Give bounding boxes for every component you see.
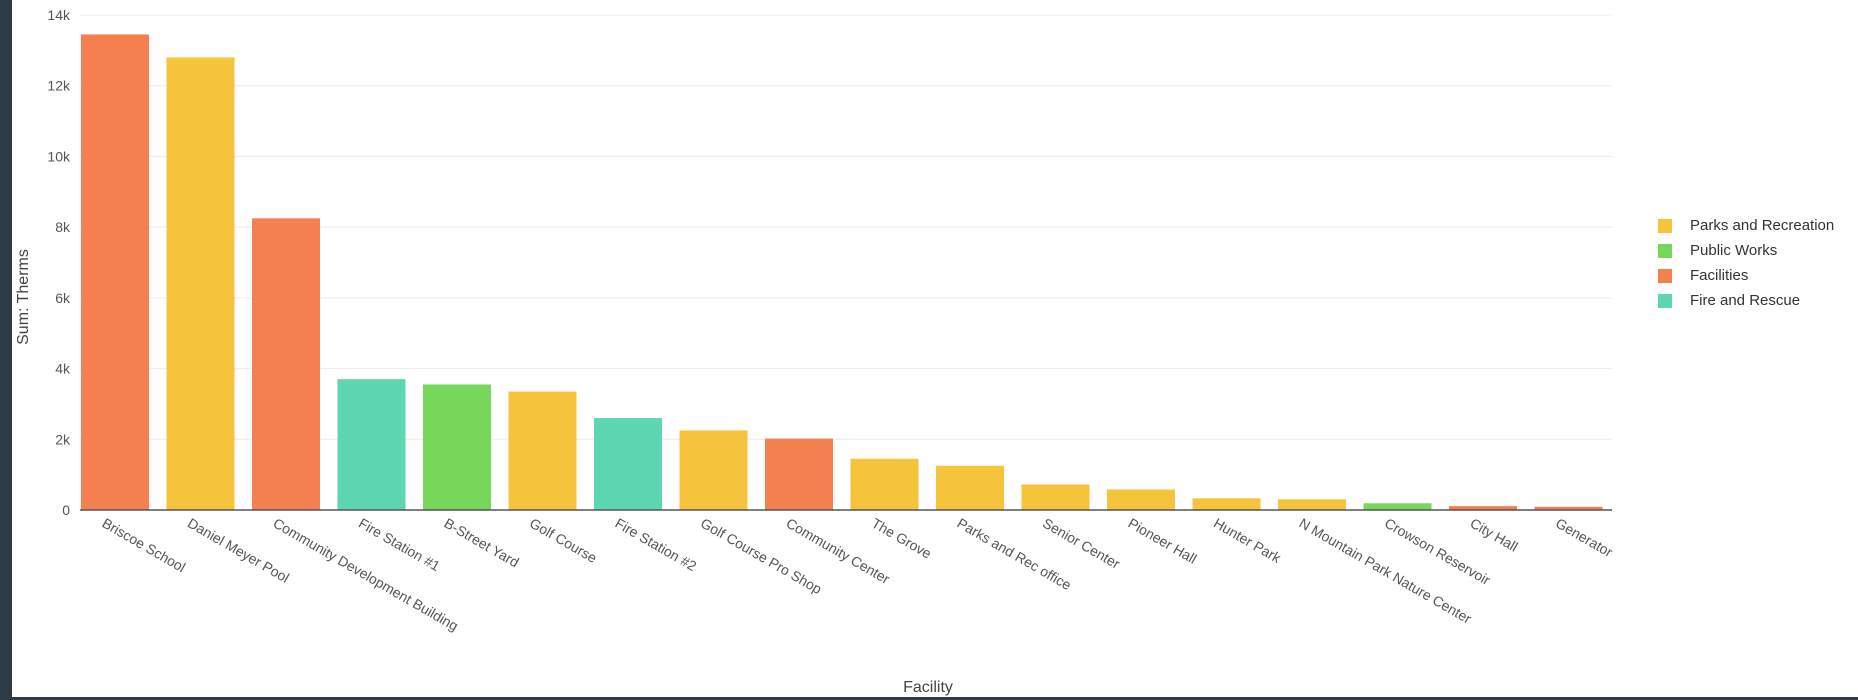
bar[interactable] — [850, 458, 919, 510]
window-left-edge — [0, 0, 12, 700]
gridlines — [80, 14, 1612, 440]
legend-item[interactable]: Parks and Recreation — [1658, 213, 1834, 238]
bar[interactable] — [337, 379, 406, 510]
bar[interactable] — [1449, 506, 1517, 510]
x-tick-label: The Grove — [869, 515, 934, 562]
x-tick-label: Pioneer Hall — [1126, 515, 1200, 567]
bar[interactable] — [765, 438, 833, 510]
y-tick-label: 10k — [47, 148, 71, 164]
bar[interactable] — [936, 465, 1004, 510]
y-tick-label: 8k — [55, 219, 71, 235]
y-tick-label: 14k — [47, 7, 71, 23]
bar[interactable] — [679, 430, 748, 510]
bar[interactable] — [508, 391, 577, 510]
legend-item[interactable]: Facilities — [1658, 263, 1834, 288]
legend-label: Parks and Recreation — [1690, 217, 1835, 234]
x-tick-label: N Mountain Park Nature Center — [1297, 515, 1475, 627]
x-tick-label: Hunter Park — [1211, 515, 1285, 567]
bar[interactable] — [166, 57, 235, 511]
bar[interactable] — [1278, 499, 1346, 510]
bar[interactable] — [1192, 498, 1261, 510]
y-tick-label: 0 — [62, 502, 70, 518]
legend-item[interactable]: Fire and Rescue — [1658, 288, 1834, 313]
y-axis-ticks: 0 2k 4k 6k 8k 10k 12k 14k — [47, 7, 71, 518]
bars — [81, 34, 1603, 511]
bar[interactable] — [252, 218, 320, 510]
bar[interactable] — [1534, 506, 1603, 510]
legend-item[interactable]: Public Works — [1658, 238, 1834, 263]
window-bottom-edge — [0, 697, 1858, 700]
legend-swatch — [1658, 218, 1672, 233]
x-tick-label: Generator — [1553, 515, 1616, 561]
y-tick-label: 12k — [47, 78, 71, 94]
legend-swatch — [1658, 268, 1672, 283]
bar[interactable] — [423, 384, 491, 510]
x-tick-label: Fire Station #1 — [356, 515, 443, 574]
bar-chart: 0 2k 4k 6k 8k 10k 12k 14k Briscoe SchoolDaniel … — [15, 7, 1616, 696]
legend-swatch — [1658, 243, 1672, 258]
y-axis-title: Sum: Therms — [15, 249, 32, 345]
x-tick-label: Senior Center — [1040, 515, 1123, 572]
y-tick-label: 4k — [55, 361, 71, 377]
bar[interactable] — [81, 34, 149, 510]
x-tick-label: B-Street Yard — [442, 515, 522, 571]
legend-label: Facilities — [1690, 267, 1749, 284]
legend-label: Public Works — [1690, 242, 1778, 259]
x-tick-label: Fire Station #2 — [613, 515, 700, 574]
y-tick-label: 6k — [55, 290, 71, 306]
bar[interactable] — [1107, 489, 1175, 510]
x-axis-title: Facility — [903, 679, 953, 696]
legend-label: Fire and Rescue — [1690, 292, 1801, 309]
bar[interactable] — [594, 418, 662, 510]
bar[interactable] — [1363, 503, 1432, 510]
x-tick-label: City Hall — [1468, 515, 1521, 555]
legend: Parks and Recreation Public Works Faciliti… — [1658, 213, 1834, 313]
x-tick-label: Golf Course — [527, 515, 600, 566]
y-tick-label: 2k — [55, 431, 71, 447]
x-tick-label: Briscoe School — [100, 515, 189, 576]
legend-swatch — [1658, 293, 1672, 308]
bar[interactable] — [1021, 484, 1090, 510]
